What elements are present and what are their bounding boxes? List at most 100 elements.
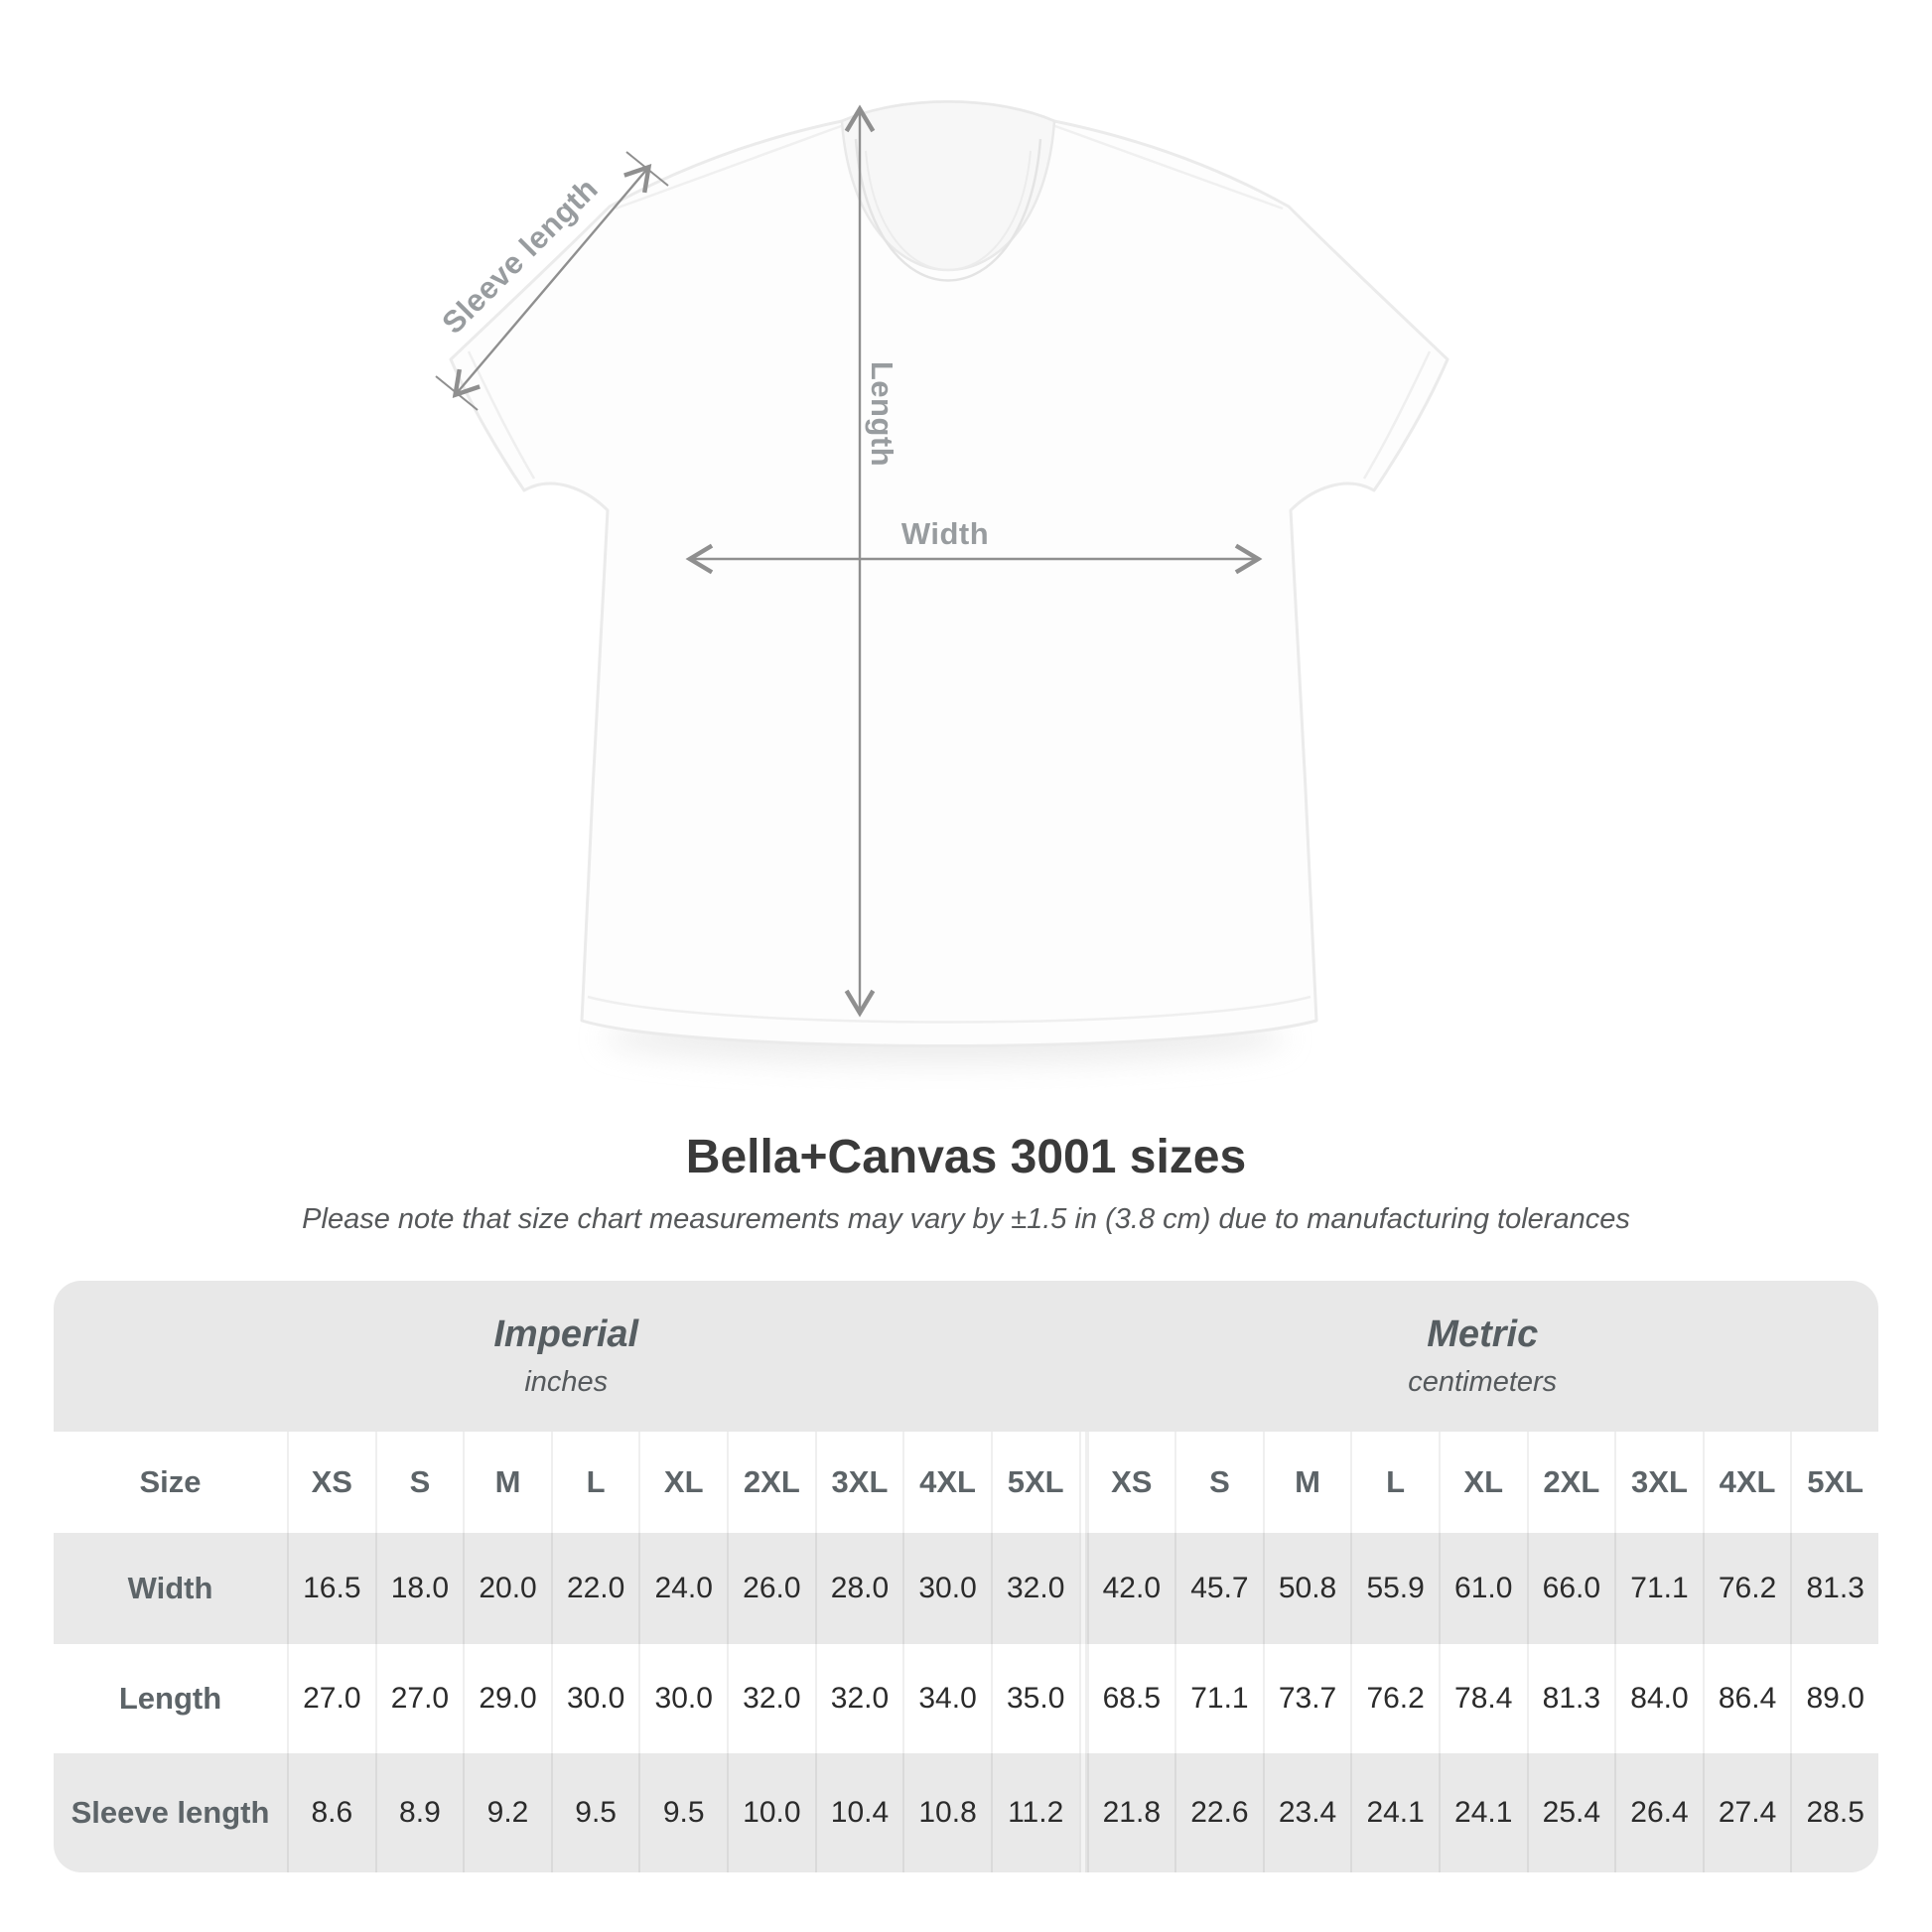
cell-length-metric-xl: 78.4 <box>1438 1644 1527 1753</box>
length-dimension-label: Length <box>865 360 899 468</box>
sleeve-arrow-end-tick <box>625 151 669 187</box>
size-header-s: S <box>374 1432 464 1533</box>
cell-length-metric-m: 73.7 <box>1262 1644 1351 1753</box>
cell-length-metric-3xl: 84.0 <box>1614 1644 1703 1753</box>
cell-sleeve-length-metric-m: 23.4 <box>1262 1753 1351 1872</box>
size-header-l: L <box>1350 1432 1439 1533</box>
row-label-width: Width <box>54 1533 287 1644</box>
cell-width-metric-5xl: 81.3 <box>1790 1533 1878 1644</box>
cell-sleeve-length-metric-s: 22.6 <box>1174 1753 1263 1872</box>
cell-length-metric-l: 76.2 <box>1350 1644 1439 1753</box>
cell-sleeve-length-imperial-m: 9.2 <box>463 1753 551 1872</box>
row-label-length: Length <box>54 1644 287 1753</box>
cell-length-metric-xs: 68.5 <box>1086 1644 1175 1753</box>
group-gap <box>1078 1533 1087 1644</box>
size-chart-table: Imperial inches Metric centimeters Size X… <box>54 1281 1878 1872</box>
cell-sleeve-length-metric-5xl: 28.5 <box>1790 1753 1878 1872</box>
cell-length-imperial-xs: 27.0 <box>287 1644 375 1753</box>
cell-length-imperial-m: 29.0 <box>463 1644 551 1753</box>
collar <box>840 100 1056 282</box>
group-gap <box>1078 1753 1087 1872</box>
cell-length-imperial-5xl: 35.0 <box>990 1644 1079 1753</box>
cell-length-imperial-2xl: 32.0 <box>727 1644 815 1753</box>
cell-sleeve-length-metric-xl: 24.1 <box>1438 1753 1527 1872</box>
cell-length-imperial-3xl: 32.0 <box>814 1644 903 1753</box>
size-column-header: Size <box>54 1432 287 1533</box>
metric-unit-label: centimeters <box>1408 1366 1558 1398</box>
cell-width-metric-xl: 61.0 <box>1438 1533 1527 1644</box>
cell-sleeve-length-imperial-l: 9.5 <box>550 1753 639 1872</box>
cell-sleeve-length-imperial-4xl: 10.8 <box>902 1753 991 1872</box>
size-header-m: M <box>463 1432 551 1533</box>
cell-sleeve-length-imperial-xs: 8.6 <box>287 1753 375 1872</box>
cell-sleeve-length-imperial-2xl: 10.0 <box>727 1753 815 1872</box>
cell-width-imperial-xl: 24.0 <box>638 1533 728 1644</box>
cell-width-imperial-5xl: 32.0 <box>990 1533 1079 1644</box>
tshirt-diagram: Sleeve length Length Width <box>435 100 1449 1064</box>
cell-sleeve-length-metric-2xl: 25.4 <box>1526 1753 1615 1872</box>
size-header-2xl: 2XL <box>727 1432 815 1533</box>
sleeve-arrow-end-tick <box>435 375 479 411</box>
size-header-s: S <box>1174 1432 1263 1533</box>
size-header-3xl: 3XL <box>1614 1432 1703 1533</box>
cell-sleeve-length-imperial-5xl: 11.2 <box>990 1753 1079 1872</box>
cell-width-metric-2xl: 66.0 <box>1526 1533 1615 1644</box>
cell-sleeve-length-metric-xs: 21.8 <box>1086 1753 1175 1872</box>
size-header-l: L <box>550 1432 639 1533</box>
cell-width-imperial-xs: 16.5 <box>287 1533 375 1644</box>
cell-width-metric-l: 55.9 <box>1350 1533 1439 1644</box>
cell-width-imperial-3xl: 28.0 <box>814 1533 903 1644</box>
cell-width-metric-s: 45.7 <box>1174 1533 1263 1644</box>
size-header-xl: XL <box>638 1432 728 1533</box>
size-header-3xl: 3XL <box>814 1432 903 1533</box>
group-gap <box>1078 1644 1087 1753</box>
imperial-group-label: Imperial <box>493 1313 639 1355</box>
cell-sleeve-length-metric-3xl: 26.4 <box>1614 1753 1703 1872</box>
cell-length-imperial-4xl: 34.0 <box>902 1644 991 1753</box>
imperial-unit-label: inches <box>524 1366 609 1398</box>
cell-width-imperial-4xl: 30.0 <box>902 1533 991 1644</box>
cell-sleeve-length-imperial-s: 8.9 <box>374 1753 464 1872</box>
cell-width-metric-xs: 42.0 <box>1086 1533 1175 1644</box>
size-header-xs: XS <box>287 1432 375 1533</box>
cell-length-imperial-s: 27.0 <box>374 1644 464 1753</box>
table-unit-header: Imperial inches Metric centimeters <box>54 1281 1878 1432</box>
size-header-4xl: 4XL <box>902 1432 991 1533</box>
size-header-m: M <box>1262 1432 1351 1533</box>
cell-length-metric-s: 71.1 <box>1174 1644 1263 1753</box>
cell-width-metric-4xl: 76.2 <box>1702 1533 1791 1644</box>
tolerance-note: Please note that size chart measurements… <box>302 1203 1630 1235</box>
size-header-xs: XS <box>1086 1432 1175 1533</box>
group-gap <box>1078 1432 1087 1533</box>
cell-sleeve-length-imperial-3xl: 10.4 <box>814 1753 903 1872</box>
size-header-2xl: 2XL <box>1526 1432 1615 1533</box>
page-title: Bella+Canvas 3001 sizes <box>685 1131 1247 1183</box>
metric-group-label: Metric <box>1427 1313 1539 1355</box>
cell-sleeve-length-metric-4xl: 27.4 <box>1702 1753 1791 1872</box>
cell-length-imperial-l: 30.0 <box>550 1644 639 1753</box>
cell-width-imperial-2xl: 26.0 <box>727 1533 815 1644</box>
cell-length-metric-5xl: 89.0 <box>1790 1644 1878 1753</box>
cell-sleeve-length-imperial-xl: 9.5 <box>638 1753 728 1872</box>
size-header-xl: XL <box>1438 1432 1527 1533</box>
cell-width-imperial-m: 20.0 <box>463 1533 551 1644</box>
size-header-5xl: 5XL <box>1790 1432 1878 1533</box>
width-dimension-label: Width <box>900 516 990 551</box>
size-header-4xl: 4XL <box>1702 1432 1791 1533</box>
size-grid: Size XS S M L XL 2XL 3XL 4XL 5XL XS S M L XL 2XL 3XL 4XL 5… <box>54 1432 1878 1872</box>
cell-width-imperial-s: 18.0 <box>374 1533 464 1644</box>
cell-width-metric-3xl: 71.1 <box>1614 1533 1703 1644</box>
cell-length-imperial-xl: 30.0 <box>638 1644 728 1753</box>
imperial-group-header: Imperial inches <box>54 1281 1079 1432</box>
cell-width-metric-m: 50.8 <box>1262 1533 1351 1644</box>
tshirt-graphic <box>435 100 1449 1064</box>
cell-width-imperial-l: 22.0 <box>550 1533 639 1644</box>
size-header-5xl: 5XL <box>990 1432 1079 1533</box>
cell-sleeve-length-metric-l: 24.1 <box>1350 1753 1439 1872</box>
cell-length-metric-2xl: 81.3 <box>1526 1644 1615 1753</box>
sleeve-length-arrow <box>452 164 652 398</box>
cell-length-metric-4xl: 86.4 <box>1702 1644 1791 1753</box>
row-label-sleeve-length: Sleeve length <box>54 1753 287 1872</box>
metric-group-header: Metric centimeters <box>1087 1281 1879 1432</box>
